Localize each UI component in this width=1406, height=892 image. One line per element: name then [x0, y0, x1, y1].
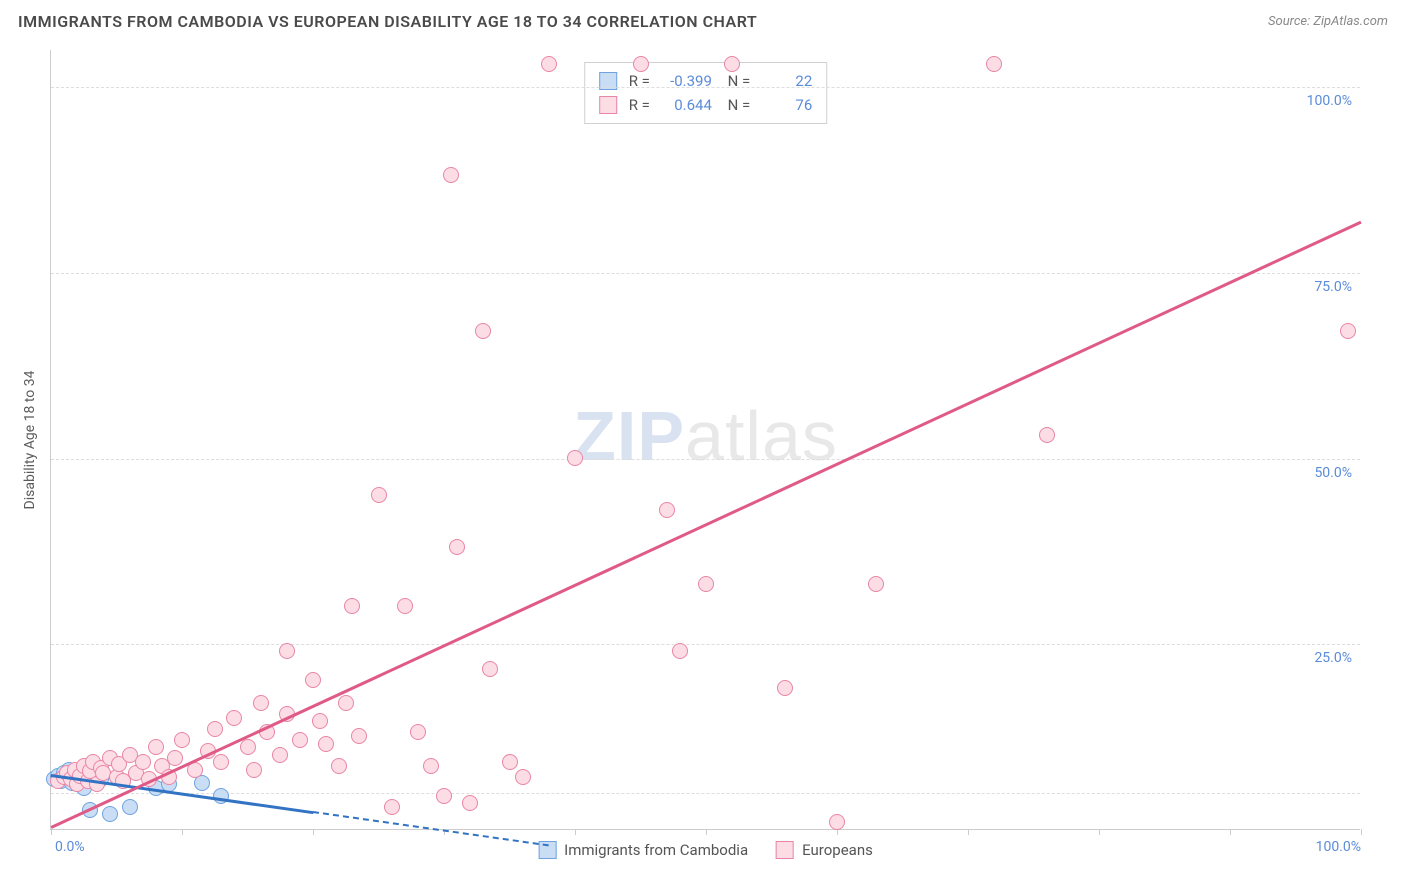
scatter-point-europeans: [253, 695, 269, 711]
scatter-point-europeans: [868, 576, 884, 592]
scatter-point-europeans: [502, 754, 518, 770]
scatter-point-europeans: [305, 672, 321, 688]
scatter-point-europeans: [384, 799, 400, 815]
scatter-point-europeans: [213, 754, 229, 770]
scatter-point-europeans: [371, 487, 387, 503]
scatter-point-europeans: [272, 747, 288, 763]
x-tick-label: 100.0%: [1316, 839, 1361, 855]
watermark: ZIPatlas: [573, 396, 838, 476]
scatter-point-europeans: [135, 754, 151, 770]
legend-label-cambodia: Immigrants from Cambodia: [564, 841, 748, 859]
scatter-point-europeans: [672, 643, 688, 659]
scatter-point-europeans: [292, 732, 308, 748]
correlation-legend: R = -0.399 N = 22 R = 0.644 N = 76: [584, 62, 828, 124]
y-tick-label: 50.0%: [1314, 465, 1352, 481]
scatter-point-europeans: [331, 758, 347, 774]
r-value-cambodia: -0.399: [658, 69, 712, 93]
scatter-point-europeans: [351, 728, 367, 744]
grid-line: [51, 644, 1360, 645]
x-tick-label: 0.0%: [55, 839, 85, 855]
scatter-point-europeans: [475, 323, 491, 339]
x-tick: [313, 829, 314, 835]
n-value-europeans: 76: [758, 93, 812, 117]
y-tick-label: 100.0%: [1307, 93, 1352, 109]
x-tick: [1099, 829, 1100, 835]
chart-container: ZIPatlas R = -0.399 N = 22 R = 0.644 N =…: [50, 50, 1360, 830]
legend-label-europeans: Europeans: [802, 841, 873, 859]
y-tick-label: 25.0%: [1314, 650, 1352, 666]
scatter-point-europeans: [338, 695, 354, 711]
scatter-point-europeans: [541, 56, 557, 72]
x-tick: [182, 829, 183, 835]
scatter-point-europeans: [986, 56, 1002, 72]
scatter-point-europeans: [443, 167, 459, 183]
x-tick: [575, 829, 576, 835]
x-tick: [1230, 829, 1231, 835]
scatter-point-europeans: [659, 502, 675, 518]
scatter-point-europeans: [633, 56, 649, 72]
scatter-point-europeans: [1340, 323, 1356, 339]
y-tick-label: 75.0%: [1314, 279, 1352, 295]
r-value-europeans: 0.644: [658, 93, 712, 117]
r-label: R =: [629, 93, 650, 117]
legend-item-cambodia: Immigrants from Cambodia: [538, 841, 748, 859]
legend-row-europeans: R = 0.644 N = 76: [599, 93, 813, 117]
scatter-point-europeans: [462, 795, 478, 811]
r-label: R =: [629, 69, 650, 93]
scatter-point-europeans: [515, 769, 531, 785]
grid-line: [51, 273, 1360, 274]
scatter-point-europeans: [423, 758, 439, 774]
scatter-point-europeans: [397, 598, 413, 614]
scatter-point-europeans: [436, 788, 452, 804]
scatter-point-europeans: [312, 713, 328, 729]
watermark-zip: ZIP: [573, 397, 685, 475]
swatch-europeans-icon: [776, 841, 794, 859]
legend-row-cambodia: R = -0.399 N = 22: [599, 69, 813, 93]
legend-item-europeans: Europeans: [776, 841, 873, 859]
scatter-point-europeans: [724, 56, 740, 72]
chart-title: IMMIGRANTS FROM CAMBODIA VS EUROPEAN DIS…: [18, 12, 757, 31]
scatter-point-europeans: [777, 680, 793, 696]
scatter-point-europeans: [174, 732, 190, 748]
series-legend: Immigrants from Cambodia Europeans: [538, 841, 873, 859]
scatter-point-europeans: [567, 450, 583, 466]
scatter-point-europeans: [482, 661, 498, 677]
n-value-cambodia: 22: [758, 69, 812, 93]
trend-line: [50, 221, 1361, 829]
grid-line: [51, 87, 1360, 88]
x-tick: [968, 829, 969, 835]
x-tick: [1361, 829, 1362, 835]
n-label: N =: [724, 93, 750, 117]
y-axis-label: Disability Age 18 to 34: [22, 371, 38, 510]
scatter-point-europeans: [829, 814, 845, 830]
scatter-point-europeans: [167, 750, 183, 766]
source-attribution: Source: ZipAtlas.com: [1268, 14, 1388, 29]
plot-area: ZIPatlas R = -0.399 N = 22 R = 0.644 N =…: [50, 50, 1360, 830]
swatch-europeans: [599, 96, 617, 114]
scatter-point-europeans: [240, 739, 256, 755]
grid-line: [51, 793, 1360, 794]
scatter-point-europeans: [246, 762, 262, 778]
watermark-rest: atlas: [685, 397, 838, 475]
scatter-point-europeans: [1039, 427, 1055, 443]
trend-line: [313, 811, 549, 846]
n-label: N =: [724, 69, 750, 93]
scatter-point-europeans: [410, 724, 426, 740]
grid-line: [51, 459, 1360, 460]
x-tick: [837, 829, 838, 835]
scatter-point-cambodia: [102, 806, 118, 822]
scatter-point-cambodia: [122, 799, 138, 815]
scatter-point-europeans: [318, 736, 334, 752]
scatter-point-europeans: [207, 721, 223, 737]
scatter-point-europeans: [344, 598, 360, 614]
x-tick: [706, 829, 707, 835]
scatter-point-europeans: [449, 539, 465, 555]
scatter-point-europeans: [279, 643, 295, 659]
scatter-point-europeans: [698, 576, 714, 592]
x-tick: [51, 829, 52, 835]
scatter-point-europeans: [148, 739, 164, 755]
scatter-point-europeans: [226, 710, 242, 726]
